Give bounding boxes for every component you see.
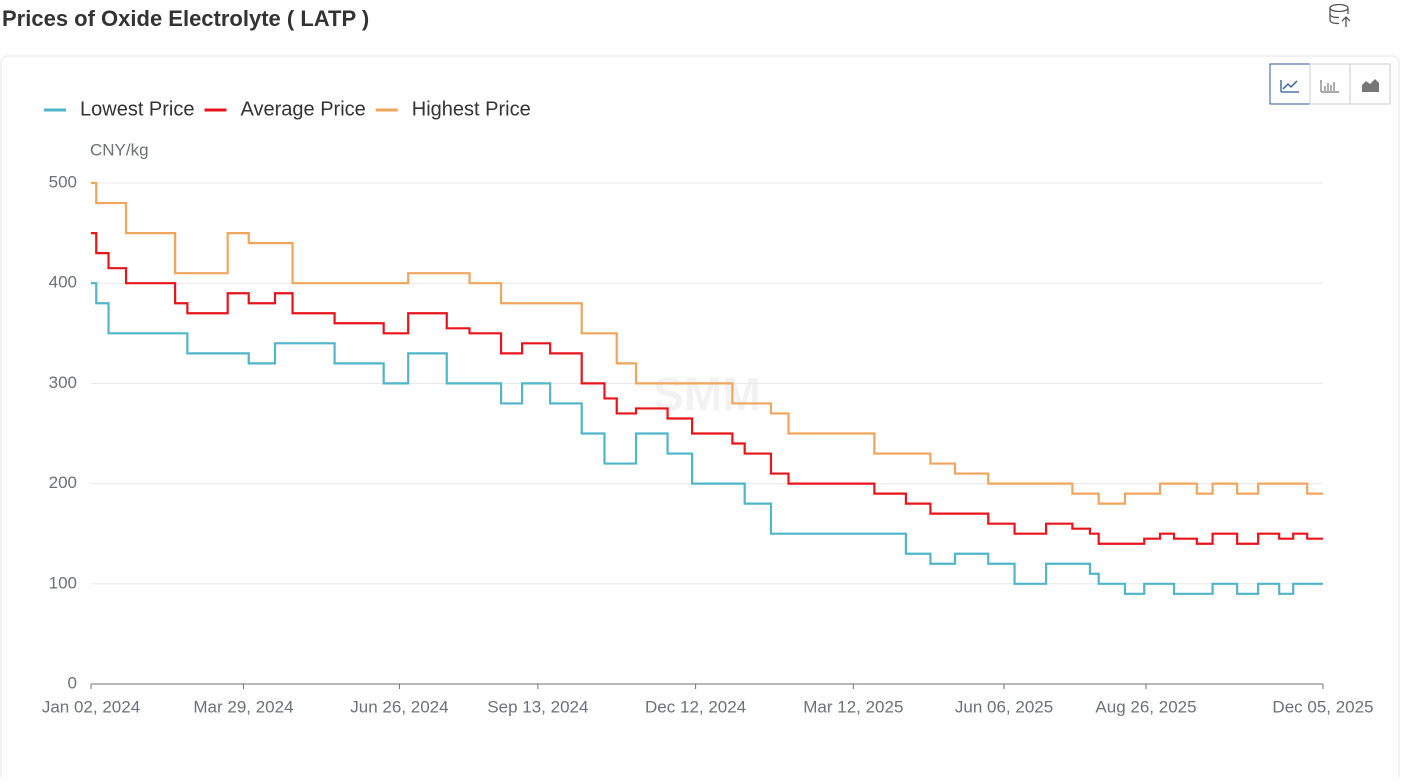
y-tick-label: 200 — [49, 473, 77, 492]
card — [0, 55, 1400, 782]
x-tick-label: Mar 12, 2025 — [803, 697, 903, 716]
x-tick-label: Sep 13, 2024 — [487, 697, 588, 716]
line-chart-button[interactable] — [1269, 63, 1311, 105]
x-tick-label: Aug 26, 2025 — [1095, 697, 1196, 716]
y-tick-label: 300 — [49, 373, 77, 392]
y-tick-label: 100 — [49, 573, 77, 592]
chart-title: Prices of Oxide Electrolyte ( LATP ) — [2, 6, 369, 31]
bar-icon — [1320, 80, 1339, 93]
x-tick-label: Jun 26, 2024 — [350, 697, 448, 716]
line-icon — [1280, 80, 1299, 93]
x-tick-label: Dec 12, 2024 — [645, 697, 746, 716]
legend-label: Lowest Price — [80, 98, 195, 120]
export-icon[interactable] — [1329, 3, 1351, 28]
price-line — [91, 181, 1323, 505]
price-line — [91, 232, 1323, 545]
price-line — [91, 282, 1323, 595]
area-chart-button[interactable] — [1349, 63, 1391, 105]
area-icon — [1362, 79, 1379, 92]
bar-chart-button[interactable] — [1309, 63, 1351, 105]
legend-label: Highest Price — [412, 98, 531, 120]
y-tick-label: 0 — [68, 673, 77, 692]
y-tick-label: 400 — [49, 273, 77, 292]
x-tick-label: Jan 02, 2024 — [42, 697, 140, 716]
x-tick-label: Dec 05, 2025 — [1272, 697, 1373, 716]
legend-label: Average Price — [241, 98, 366, 120]
legend: Lowest Price Average Price Highest Price — [44, 98, 531, 120]
chart-type-toggle — [1269, 63, 1391, 105]
y-tick-label: 500 — [49, 172, 77, 191]
x-tick-label: Jun 06, 2025 — [955, 697, 1053, 716]
x-tick-label: Mar 29, 2024 — [193, 697, 293, 716]
y-axis-unit: CNY/kg — [90, 140, 149, 159]
watermark: SMM — [653, 368, 760, 420]
